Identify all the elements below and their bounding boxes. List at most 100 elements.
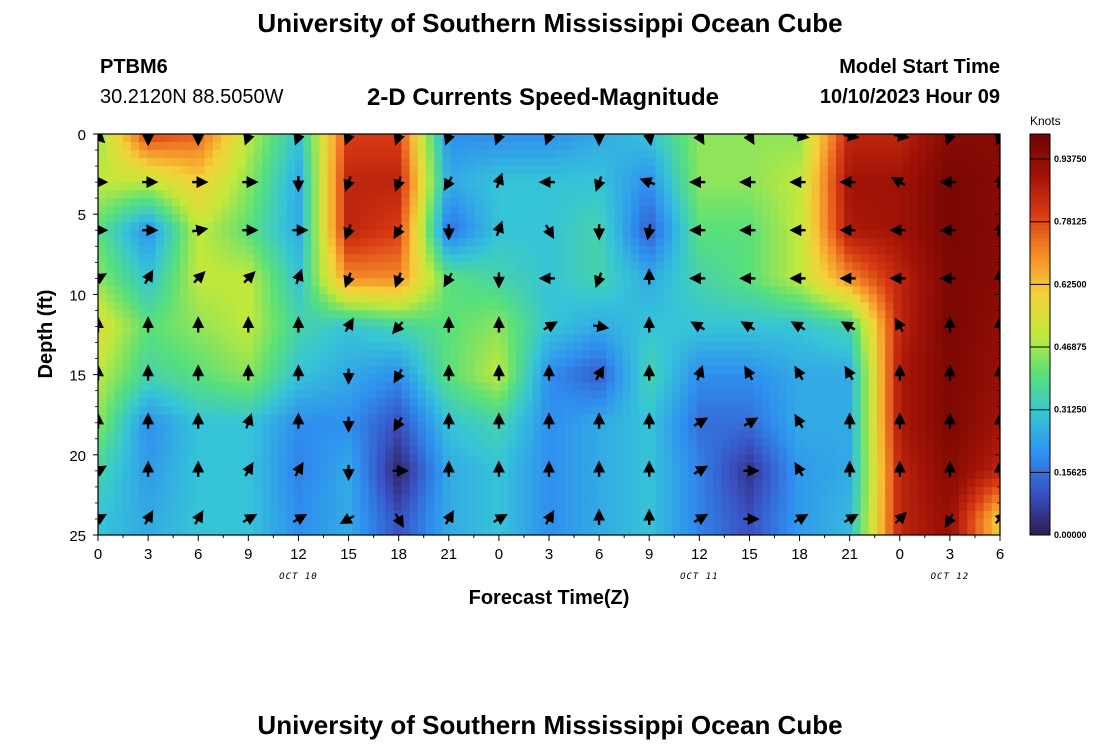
heatmap-cell [352,334,361,343]
heatmap-cell [606,150,615,159]
heatmap-cell [327,358,337,367]
heatmap-cell [499,182,509,191]
heatmap-cell [278,190,287,199]
heatmap-cell [221,174,230,183]
heatmap-cell [934,398,943,408]
heatmap-cell [171,294,181,303]
heatmap-cell [631,470,640,480]
heatmap-cell [721,206,730,215]
heatmap-cell [335,222,345,231]
heatmap-cell [557,350,566,359]
heatmap-cell [877,254,886,263]
heatmap-cell [385,438,394,448]
heatmap-cell [114,222,123,231]
heatmap-cell [294,262,304,271]
heatmap-cell [565,350,574,359]
heatmap-cell [762,470,771,480]
heatmap-cell [770,318,779,327]
heatmap-cell [565,478,574,488]
heatmap-cell [606,318,615,327]
heatmap-cell [926,374,935,384]
heatmap-cell [745,398,755,408]
heatmap-cell [294,438,304,448]
heatmap-cell [836,174,845,183]
heatmap-cell [303,150,312,159]
heatmap-cell [434,270,443,279]
heatmap-cell [942,310,952,319]
heatmap-cell [803,222,812,231]
heatmap-cell [991,182,1000,191]
heatmap-cell [385,390,394,400]
heatmap-cell [704,182,714,191]
heatmap-cell [688,374,697,384]
heatmap-cell [811,182,820,191]
heatmap-cell [516,134,525,143]
heatmap-cell [631,454,640,464]
heatmap-cell [155,302,164,311]
heatmap-cell [524,294,533,303]
heatmap-cell [778,214,788,223]
heatmap-cell [844,190,853,199]
heatmap-cell [237,166,246,175]
heatmap-cell [918,198,927,207]
heatmap-cell [417,262,427,271]
heatmap-cell [704,270,714,279]
heatmap-cell [311,446,320,456]
heatmap-cell [893,302,902,311]
heatmap-cell [524,182,533,191]
heatmap-cell [130,358,140,367]
heatmap-cell [622,430,632,440]
heatmap-cell [754,414,763,424]
heatmap-cell [180,254,189,263]
heatmap-cell [639,302,648,311]
heatmap-cell [491,430,501,440]
heatmap-cell [106,462,115,472]
heatmap-cell [335,278,345,287]
heatmap-cell [130,406,140,416]
heatmap-cell [278,214,287,223]
heatmap-cell [590,366,599,375]
heatmap-cell [786,334,796,343]
heatmap-cell [606,262,615,271]
heatmap-cell [819,462,829,472]
heatmap-cell [385,398,394,408]
heatmap-cell [803,174,812,183]
heatmap-cell [114,326,123,335]
heatmap-cell [417,422,427,432]
heatmap-cell [311,222,320,231]
heatmap-cell [409,390,419,400]
heatmap-cell [294,406,304,416]
heatmap-cell [811,430,820,440]
heatmap-cell [319,134,328,143]
heatmap-cell [139,374,148,384]
heatmap-cell [385,214,394,223]
heatmap-cell [778,310,788,319]
heatmap-cell [934,366,943,375]
heatmap-cell [959,318,968,327]
heatmap-cell [852,422,861,432]
heatmap-cell [196,286,205,295]
heatmap-cell [114,198,123,207]
heatmap-cell [950,342,960,351]
heatmap-cell [893,158,902,167]
heatmap-cell [991,406,1000,416]
heatmap-cell [877,150,886,159]
heatmap-cell [573,270,583,279]
heatmap-cell [893,398,902,408]
heatmap-cell [434,262,443,271]
heatmap-cell [975,134,984,143]
heatmap-cell [557,222,566,231]
heatmap-cell [114,462,123,472]
heatmap-cell [122,342,132,351]
heatmap-cell [770,326,779,335]
heatmap-cell [819,446,829,456]
heatmap-cell [639,430,648,440]
heatmap-cell [819,390,829,400]
heatmap-cell [860,302,870,311]
heatmap-cell [130,350,140,359]
heatmap-cell [499,398,509,408]
heatmap-cell [934,294,943,303]
heatmap-cell [762,374,771,384]
heatmap-cell [286,406,296,416]
heatmap-cell [950,174,960,183]
